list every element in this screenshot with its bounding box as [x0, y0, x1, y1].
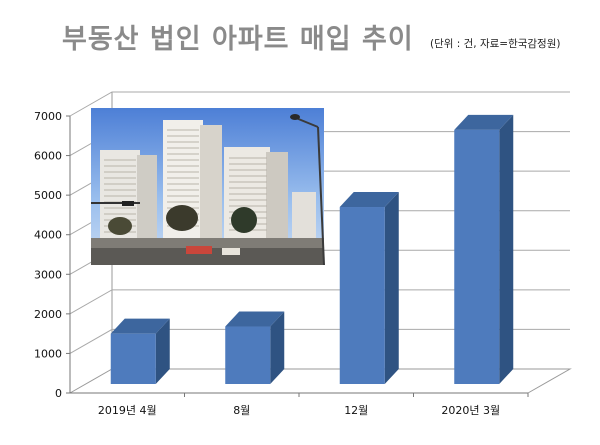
- y-tick-label: 6000: [34, 150, 62, 163]
- chart-subtitle: (단위 : 건, 자료=한국감정원): [430, 38, 561, 50]
- y-tick-label: 4000: [34, 229, 62, 242]
- gridline: [69, 91, 570, 117]
- bar-top: [454, 114, 514, 130]
- bar-front: [339, 207, 385, 384]
- bar-front: [225, 326, 271, 384]
- gridline: [69, 289, 570, 315]
- y-tick-label: 1000: [34, 347, 62, 360]
- y-tick-label: 0: [55, 387, 62, 400]
- y-tick-label: 7000: [34, 110, 62, 123]
- y-tick-label: 3000: [34, 268, 62, 281]
- x-tick-label: 2019년 4월: [98, 404, 157, 417]
- bar-top: [339, 192, 399, 208]
- bar: [110, 318, 170, 384]
- bar-side: [384, 192, 399, 384]
- bar-top: [110, 318, 170, 334]
- bar-side: [270, 311, 285, 384]
- bar-front: [454, 129, 500, 384]
- apartment-buildings-photo: [91, 108, 325, 266]
- x-tick-label: 8월: [233, 404, 250, 417]
- bar-side: [499, 114, 514, 384]
- x-tick-label: 12월: [344, 404, 368, 417]
- bar-side: [155, 318, 170, 384]
- bar: [339, 192, 399, 384]
- chart-title: 부동산 법인 아파트 매입 추이: [62, 24, 414, 55]
- x-tick-label: 2020년 3월: [441, 404, 500, 417]
- bar-top: [225, 311, 285, 327]
- bar: [454, 114, 514, 384]
- gridline: [69, 328, 570, 354]
- y-tick-label: 2000: [34, 308, 62, 321]
- bar: [225, 311, 285, 384]
- y-tick-label: 5000: [34, 189, 62, 202]
- bar-front: [110, 333, 156, 384]
